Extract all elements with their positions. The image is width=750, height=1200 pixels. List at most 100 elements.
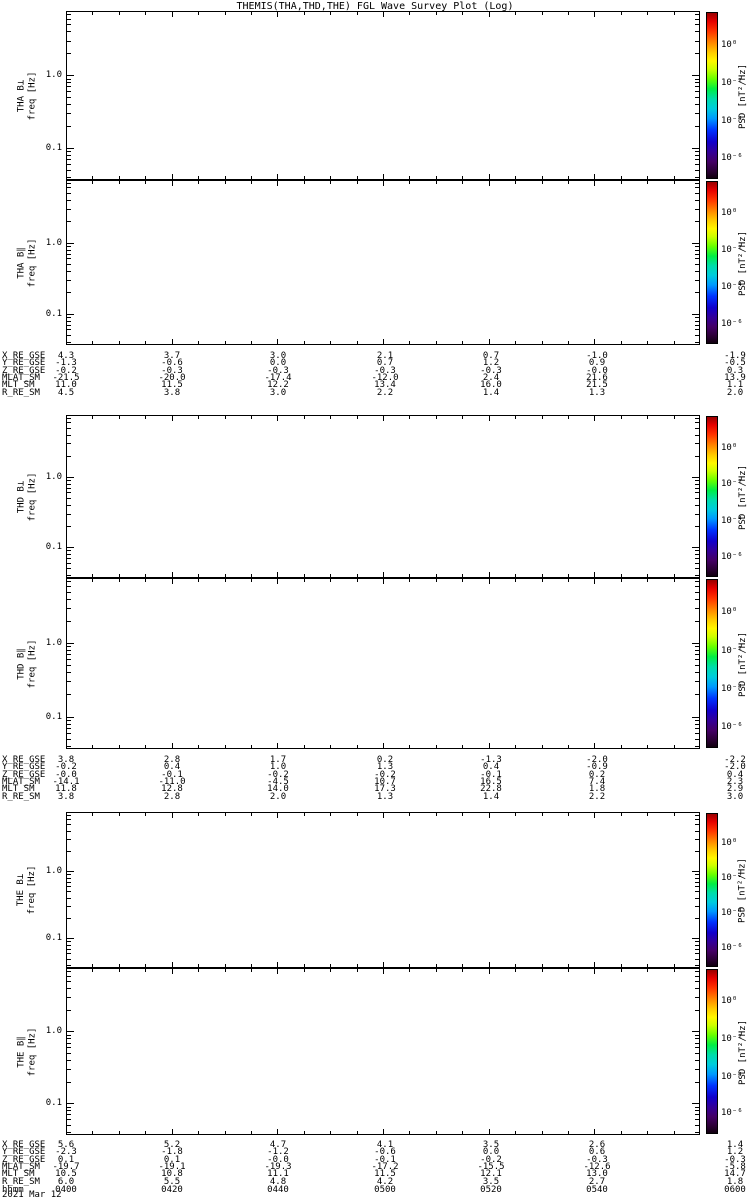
time-tick-mark <box>620 341 622 344</box>
panel-probe-label: THE B⊥ <box>16 873 26 907</box>
time-tick-mark <box>277 572 279 577</box>
time-tick-mark <box>647 579 649 582</box>
time-tick-mark <box>488 174 490 179</box>
freq-tick-mark <box>695 1114 699 1116</box>
freq-axis-label: freq [Hz] <box>27 865 37 915</box>
freq-tick-mark <box>695 1034 699 1036</box>
ephemeris-value: 13.4 <box>374 380 396 391</box>
y-axis-label: THE B⊥ freq [Hz] <box>16 812 38 968</box>
time-tick-mark <box>303 964 305 967</box>
time-tick-mark <box>198 969 200 972</box>
freq-axis-label: freq [Hz] <box>27 1027 37 1076</box>
ephemeris-value: 21.5 <box>586 380 608 391</box>
time-tick-mark <box>92 416 94 419</box>
time-tick-mark <box>198 574 200 577</box>
time-tick-mark <box>224 574 226 577</box>
freq-tick-mark <box>692 871 699 873</box>
time-tick-mark <box>224 964 226 967</box>
freq-tick-mark <box>695 723 699 725</box>
freq-tick-mark <box>67 91 71 93</box>
ephemeris-row-label: Z_RE_GSE <box>2 1154 46 1165</box>
ephemeris-value: 2.8 <box>163 791 181 802</box>
freq-tick-mark <box>695 1042 699 1044</box>
freq-tick-mark <box>67 455 71 457</box>
colorbar-tick-label: 10⁻⁴ <box>721 684 743 695</box>
freq-tick-mark <box>695 918 699 920</box>
ephemeris-value: -12.6 <box>583 1162 611 1173</box>
time-tick-mark <box>277 339 279 344</box>
ephemeris-value: 3.0 <box>269 387 287 398</box>
ephemeris-value: 0.1 <box>163 1154 181 1165</box>
time-tick-mark <box>198 745 200 748</box>
ephemeris-value: -0.9 <box>586 762 608 773</box>
freq-tick-mark <box>695 659 699 661</box>
time-tick-mark <box>330 341 332 344</box>
freq-tick-mark <box>695 958 699 960</box>
freq-tick-mark <box>67 1034 71 1036</box>
freq-tick-mark <box>67 874 71 876</box>
freq-tick-mark <box>692 642 699 644</box>
freq-tick-mark <box>695 91 699 93</box>
time-tick-mark <box>541 12 543 15</box>
time-tick-mark <box>515 579 517 582</box>
time-tick-mark <box>409 176 411 179</box>
freq-tick-mark <box>67 104 71 106</box>
ephemeris-value: 12.1 <box>480 1169 502 1180</box>
time-tick-mark <box>435 12 437 15</box>
time-tick-mark <box>330 574 332 577</box>
time-tick-mark <box>673 969 675 972</box>
panel-probe-label: THD B∥ <box>16 647 26 680</box>
freq-tick-mark <box>695 187 699 189</box>
ephemeris-row-label: MLT_SM <box>2 1169 35 1180</box>
ephemeris-value: 2.3 <box>726 777 744 788</box>
freq-tick-label: 0.1 <box>45 142 62 153</box>
freq-tick-mark <box>67 24 71 26</box>
time-tick-mark <box>673 181 675 184</box>
freq-tick-mark <box>695 874 699 876</box>
colorbar-tick-label: 10⁻⁶ <box>721 318 743 329</box>
ephemeris-row-label: R_RE_SM <box>2 1176 40 1187</box>
time-tick-mark <box>356 416 358 419</box>
time-tick-mark <box>145 574 147 577</box>
time-tick-mark <box>383 813 384 818</box>
freq-tick-mark <box>695 480 699 482</box>
time-tick-mark <box>647 1131 649 1134</box>
freq-tick-mark <box>67 719 71 721</box>
time-tick-mark <box>330 181 332 184</box>
freq-tick-mark <box>67 53 71 55</box>
freq-tick-mark <box>67 427 71 429</box>
ephemeris-value: -1.0 <box>586 351 608 361</box>
freq-tick-mark <box>67 562 71 564</box>
freq-tick-mark <box>67 646 71 648</box>
freq-tick-mark <box>67 650 71 652</box>
time-tick-mark <box>356 969 358 972</box>
spectrogram-panel <box>66 578 700 749</box>
freq-tick-mark <box>695 434 699 436</box>
freq-tick-mark <box>695 719 699 721</box>
time-tick-mark <box>383 572 384 577</box>
time-tick-mark <box>250 579 252 582</box>
time-tick-mark <box>515 341 517 344</box>
freq-tick-mark <box>67 208 71 210</box>
time-tick-mark <box>118 574 120 577</box>
y-axis-label: THE B∥ freq [Hz] <box>16 968 38 1135</box>
freq-tick-mark <box>695 249 699 251</box>
time-tick-mark <box>462 341 464 344</box>
freq-tick-mark <box>695 1106 699 1108</box>
time-tick-mark <box>330 416 332 419</box>
freq-tick-mark <box>695 553 699 555</box>
freq-tick-mark <box>67 253 71 255</box>
freq-tick-mark <box>695 258 699 260</box>
freq-tick-mark <box>695 646 699 648</box>
plot-title: THEMIS(THA,THD,THE) FGL Wave Survey Plot… <box>236 1 514 12</box>
time-tick-mark <box>224 813 226 816</box>
freq-tick-mark <box>695 732 699 734</box>
time-tick-mark <box>92 579 94 582</box>
freq-tick-mark <box>67 839 71 841</box>
ephemeris-value: -1.8 <box>161 1147 183 1158</box>
ephemeris-value: 3.5 <box>482 1140 500 1150</box>
time-tick-mark <box>356 813 358 816</box>
colorbar-tick-label: 10⁰ <box>721 838 738 849</box>
time-tick-mark <box>383 743 384 748</box>
ephemeris-value: 0.4 <box>482 762 500 773</box>
